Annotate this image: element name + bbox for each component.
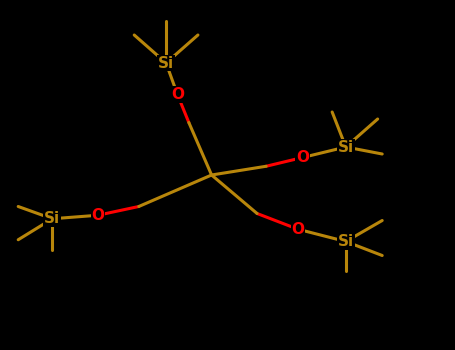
Text: Si: Si (44, 211, 61, 226)
Text: Si: Si (338, 234, 354, 249)
Text: O: O (171, 87, 184, 102)
Text: Si: Si (158, 56, 174, 70)
Text: O: O (296, 150, 309, 165)
Text: O: O (292, 222, 304, 237)
Text: O: O (91, 208, 104, 223)
Text: Si: Si (338, 140, 354, 154)
